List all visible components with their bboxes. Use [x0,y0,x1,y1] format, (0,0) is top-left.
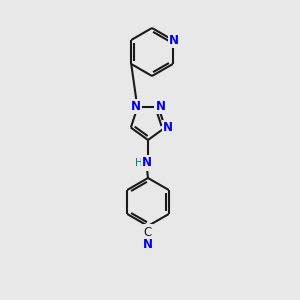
Text: N: N [142,157,152,169]
Text: C: C [144,226,152,238]
Text: N: N [163,121,173,134]
Text: N: N [156,100,166,113]
Text: H: H [135,158,143,168]
Text: N: N [130,100,140,113]
Text: N: N [143,238,153,251]
Text: N: N [169,34,179,46]
